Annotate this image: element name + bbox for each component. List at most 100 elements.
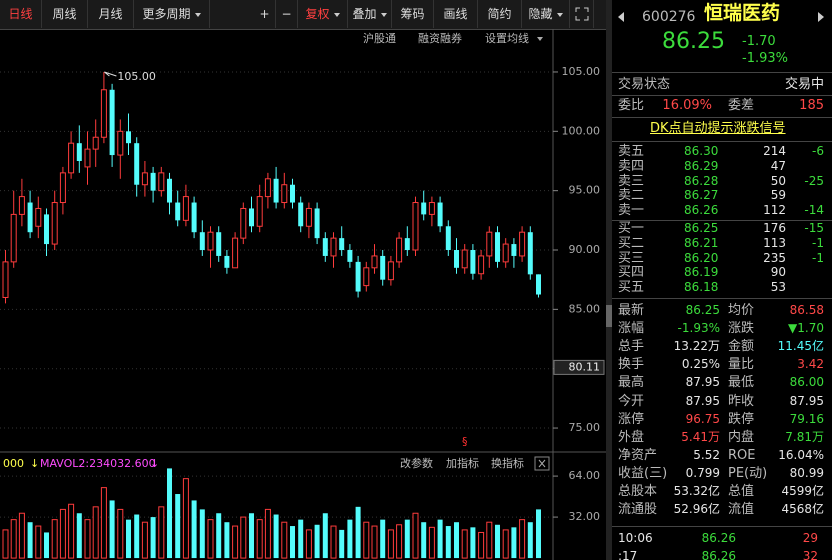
quote-text: 10:06 [618, 531, 653, 545]
close-indicator[interactable] [534, 456, 550, 471]
candle-body [109, 89, 115, 156]
volume-bar [18, 512, 25, 559]
toolbar-button[interactable]: 画线 [434, 0, 478, 28]
quote-text: 86.25 [684, 221, 719, 235]
quote-text: 买五 [618, 280, 645, 296]
divider [612, 72, 832, 73]
divider [612, 95, 832, 96]
volume-bar [134, 514, 140, 559]
toolbar-button[interactable]: 更多周期 [134, 0, 210, 28]
volume-bar [470, 527, 476, 559]
volume-bar [404, 519, 410, 559]
button-label: 日线 [8, 7, 33, 21]
annotation-label: 105.00 [117, 70, 155, 83]
quote-text: 53.32亿 [673, 484, 720, 498]
quote-text: 买二 [618, 235, 645, 251]
quote-text: ROE [728, 447, 756, 463]
quote-text: 量比 [728, 357, 755, 373]
candle-body [100, 89, 107, 138]
candle-body [454, 250, 459, 268]
quote-text: 86.18 [684, 280, 719, 295]
volume-bar [44, 532, 49, 559]
toolbar-button[interactable]: 隐藏 [522, 0, 570, 28]
volume-bar [339, 529, 345, 559]
stock-change-pct: -1.93% [742, 51, 788, 66]
candle-body [2, 261, 9, 298]
volume-bar [461, 529, 468, 559]
toolbar-button[interactable]: 月线 [88, 0, 134, 28]
toolbar-button[interactable]: 叠加 [348, 0, 392, 28]
toolbar-button[interactable]: 日线 [0, 0, 42, 28]
quote-text: 内盘 [728, 429, 755, 445]
quote-text: 卖五 [618, 144, 645, 159]
quote-text: 换手 [618, 357, 645, 373]
fullscreen-button[interactable] [570, 0, 594, 28]
toolbar-button[interactable]: + [254, 0, 276, 28]
button-label: 周线 [52, 7, 77, 21]
quote-text: 86.29 [684, 158, 719, 173]
quote-text: 80.99 [789, 465, 824, 480]
volume-bar [59, 508, 66, 559]
candle-body [232, 237, 239, 269]
indicator-label: ↓ [30, 457, 39, 470]
quote-text: 卖一 [618, 203, 645, 219]
quote-text: 87.95 [685, 375, 720, 390]
quote-text: 流通股 [618, 502, 658, 518]
candle-body [199, 232, 205, 251]
volume-bar [35, 525, 42, 559]
indicator-button[interactable]: 改参数 [400, 456, 433, 470]
quote-text: -1.93% [677, 321, 720, 336]
candle-body [527, 232, 533, 275]
splitter-handle[interactable] [606, 305, 612, 327]
volume-bar [281, 521, 288, 559]
quote-text: 53 [770, 280, 786, 295]
volume-bar [290, 526, 295, 559]
candle-body [470, 250, 476, 274]
candle-body [322, 238, 328, 256]
volume-bar [109, 500, 115, 559]
volume-bar [519, 519, 526, 559]
chart-link[interactable]: 融资融券 [418, 31, 462, 45]
quote-text: -1 [812, 235, 824, 250]
toolbar-button[interactable]: 周线 [42, 0, 88, 28]
candle-body [502, 243, 509, 263]
toolbar-button[interactable]: 简约 [478, 0, 522, 28]
quote-text: 买一 [618, 221, 645, 236]
toolbar-button[interactable]: 复权 [298, 0, 348, 28]
volume-bar [421, 522, 427, 559]
quote-text: 52.96亿 [673, 502, 720, 517]
quote-text: 86.26 [701, 531, 736, 545]
button-label: 复权 [305, 7, 330, 21]
volume-bar [380, 519, 386, 559]
candle-body [536, 274, 541, 295]
back-arrow[interactable] [618, 12, 624, 22]
toolbar-button[interactable]: 筹码 [392, 0, 434, 28]
quote-text: 86.58 [789, 303, 824, 317]
chart-link[interactable]: 沪股通 [363, 31, 396, 45]
quote-text: 86.27 [684, 188, 719, 203]
candle-body [18, 196, 25, 215]
splitter[interactable] [606, 0, 612, 560]
chart-link[interactable]: 设置均线 [485, 31, 529, 45]
button-label: 隐藏 [528, 7, 553, 21]
indicator-button[interactable]: 换指标 [491, 456, 524, 470]
dropdown-caret [537, 37, 543, 41]
divider [612, 526, 832, 527]
candle-body [175, 202, 181, 221]
toolbar-button[interactable]: − [276, 0, 298, 28]
stock-change: -1.70 [742, 34, 776, 49]
candle-body [305, 207, 312, 227]
volume-bar [207, 519, 214, 559]
volume-bar [76, 513, 82, 559]
candle-body [167, 178, 172, 203]
candle-body [428, 202, 435, 215]
quote-text: 净资产 [618, 447, 658, 463]
quote-text: 112 [763, 203, 786, 218]
candle-body [330, 237, 337, 257]
quote-text: 86.26 [684, 203, 719, 218]
forward-arrow[interactable] [818, 12, 824, 22]
indicator-button[interactable]: 加指标 [446, 456, 479, 470]
signal-link[interactable]: DK点自动提示涨跌信号 [650, 121, 786, 136]
event-marker: § [462, 435, 468, 448]
quote-text: 涨停 [618, 411, 645, 427]
